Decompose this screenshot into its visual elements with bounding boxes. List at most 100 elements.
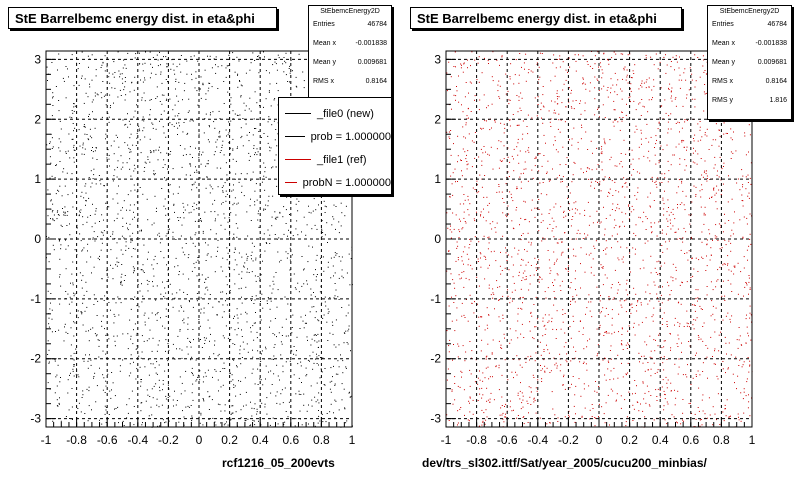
left-data-point [71, 419, 73, 420]
left-data-point [267, 238, 269, 240]
right-data-point [588, 301, 590, 303]
right-data-point [556, 96, 558, 97]
right-data-point [544, 238, 546, 240]
left-data-point [272, 166, 274, 168]
left-data-point [321, 220, 323, 222]
left-data-point [129, 209, 131, 211]
left-data-point [132, 266, 134, 268]
right-data-point [560, 364, 562, 366]
right-data-point [717, 240, 719, 241]
right-data-point [727, 368, 729, 370]
left-data-point [158, 379, 160, 381]
right-data-point [519, 224, 520, 226]
left-data-point [237, 327, 239, 329]
left-data-point [132, 218, 134, 220]
right-data-point [582, 55, 584, 57]
left-data-point [212, 306, 214, 308]
right-data-point [647, 284, 649, 286]
right-data-point [646, 344, 648, 346]
left-data-point [49, 308, 51, 310]
right-data-point [457, 343, 459, 345]
right-data-point [572, 376, 574, 377]
right-data-point [597, 164, 599, 166]
left-data-point [323, 384, 325, 385]
right-data-point [611, 333, 613, 335]
left-data-point [314, 396, 316, 398]
left-data-point [343, 342, 345, 344]
left-data-point [99, 221, 100, 222]
right-data-point [730, 158, 732, 159]
right-data-point [710, 336, 712, 338]
left-data-point [322, 317, 324, 319]
right-data-point [714, 413, 716, 415]
left-data-point [345, 205, 347, 207]
right-data-point [572, 248, 574, 250]
right-data-point [458, 75, 459, 77]
left-data-point [207, 289, 209, 291]
left-data-point [169, 153, 171, 155]
right-data-point [664, 173, 666, 175]
left-data-point [222, 368, 224, 369]
left-data-point [228, 263, 230, 265]
left-data-point [55, 376, 57, 378]
right-data-point [712, 289, 714, 291]
left-data-point [69, 223, 70, 225]
left-data-point [306, 336, 308, 338]
left-data-point [217, 403, 219, 405]
right-data-point [487, 237, 489, 239]
left-data-point [82, 142, 84, 144]
right-data-point [741, 344, 743, 346]
left-data-point [240, 96, 242, 98]
left-data-point [65, 153, 67, 154]
left-data-point [233, 359, 235, 361]
left-data-point [276, 82, 278, 84]
right-data-point [739, 335, 741, 337]
right-data-point [486, 196, 488, 198]
right-data-point [688, 341, 690, 342]
right-data-point [466, 299, 467, 300]
left-data-point [193, 263, 195, 265]
right-data-point [704, 160, 706, 162]
right-data-point [710, 254, 712, 256]
right-data-point [528, 69, 530, 70]
right-data-point [626, 74, 628, 76]
left-data-point [102, 315, 104, 317]
left-data-point [131, 240, 133, 242]
left-data-point [305, 314, 306, 316]
right-data-point [517, 337, 519, 339]
left-data-point [211, 86, 213, 88]
left-data-point [85, 192, 87, 194]
left-data-point [186, 60, 188, 62]
right-data-point [470, 82, 472, 84]
right-data-point [717, 269, 719, 271]
left-data-point [254, 403, 256, 405]
left-data-point [277, 133, 279, 135]
right-data-point [728, 416, 730, 418]
right-data-point [456, 90, 458, 92]
right-data-point [552, 328, 554, 330]
left-data-point [52, 210, 54, 211]
left-data-point [227, 337, 229, 339]
right-data-point [645, 402, 647, 404]
right-data-point [602, 266, 604, 268]
right-data-point [662, 286, 663, 288]
right-data-point [657, 369, 659, 371]
left-data-point [318, 320, 320, 322]
right-data-point [543, 351, 545, 352]
right-data-point [541, 278, 543, 280]
right-data-point [549, 224, 551, 225]
left-data-point [149, 114, 151, 116]
left-data-point [181, 357, 183, 359]
right-data-point [611, 180, 613, 182]
left-data-point [162, 325, 163, 327]
right-data-point [481, 160, 483, 162]
right-data-point [718, 176, 720, 178]
left-data-point [257, 151, 259, 153]
left-data-point [207, 253, 209, 255]
left-data-point [330, 277, 332, 279]
left-x-tick-label: 0.2 [221, 433, 238, 447]
left-data-point [165, 339, 167, 341]
right-data-point [469, 238, 471, 240]
left-data-point [250, 180, 252, 181]
right-data-point [535, 296, 537, 298]
